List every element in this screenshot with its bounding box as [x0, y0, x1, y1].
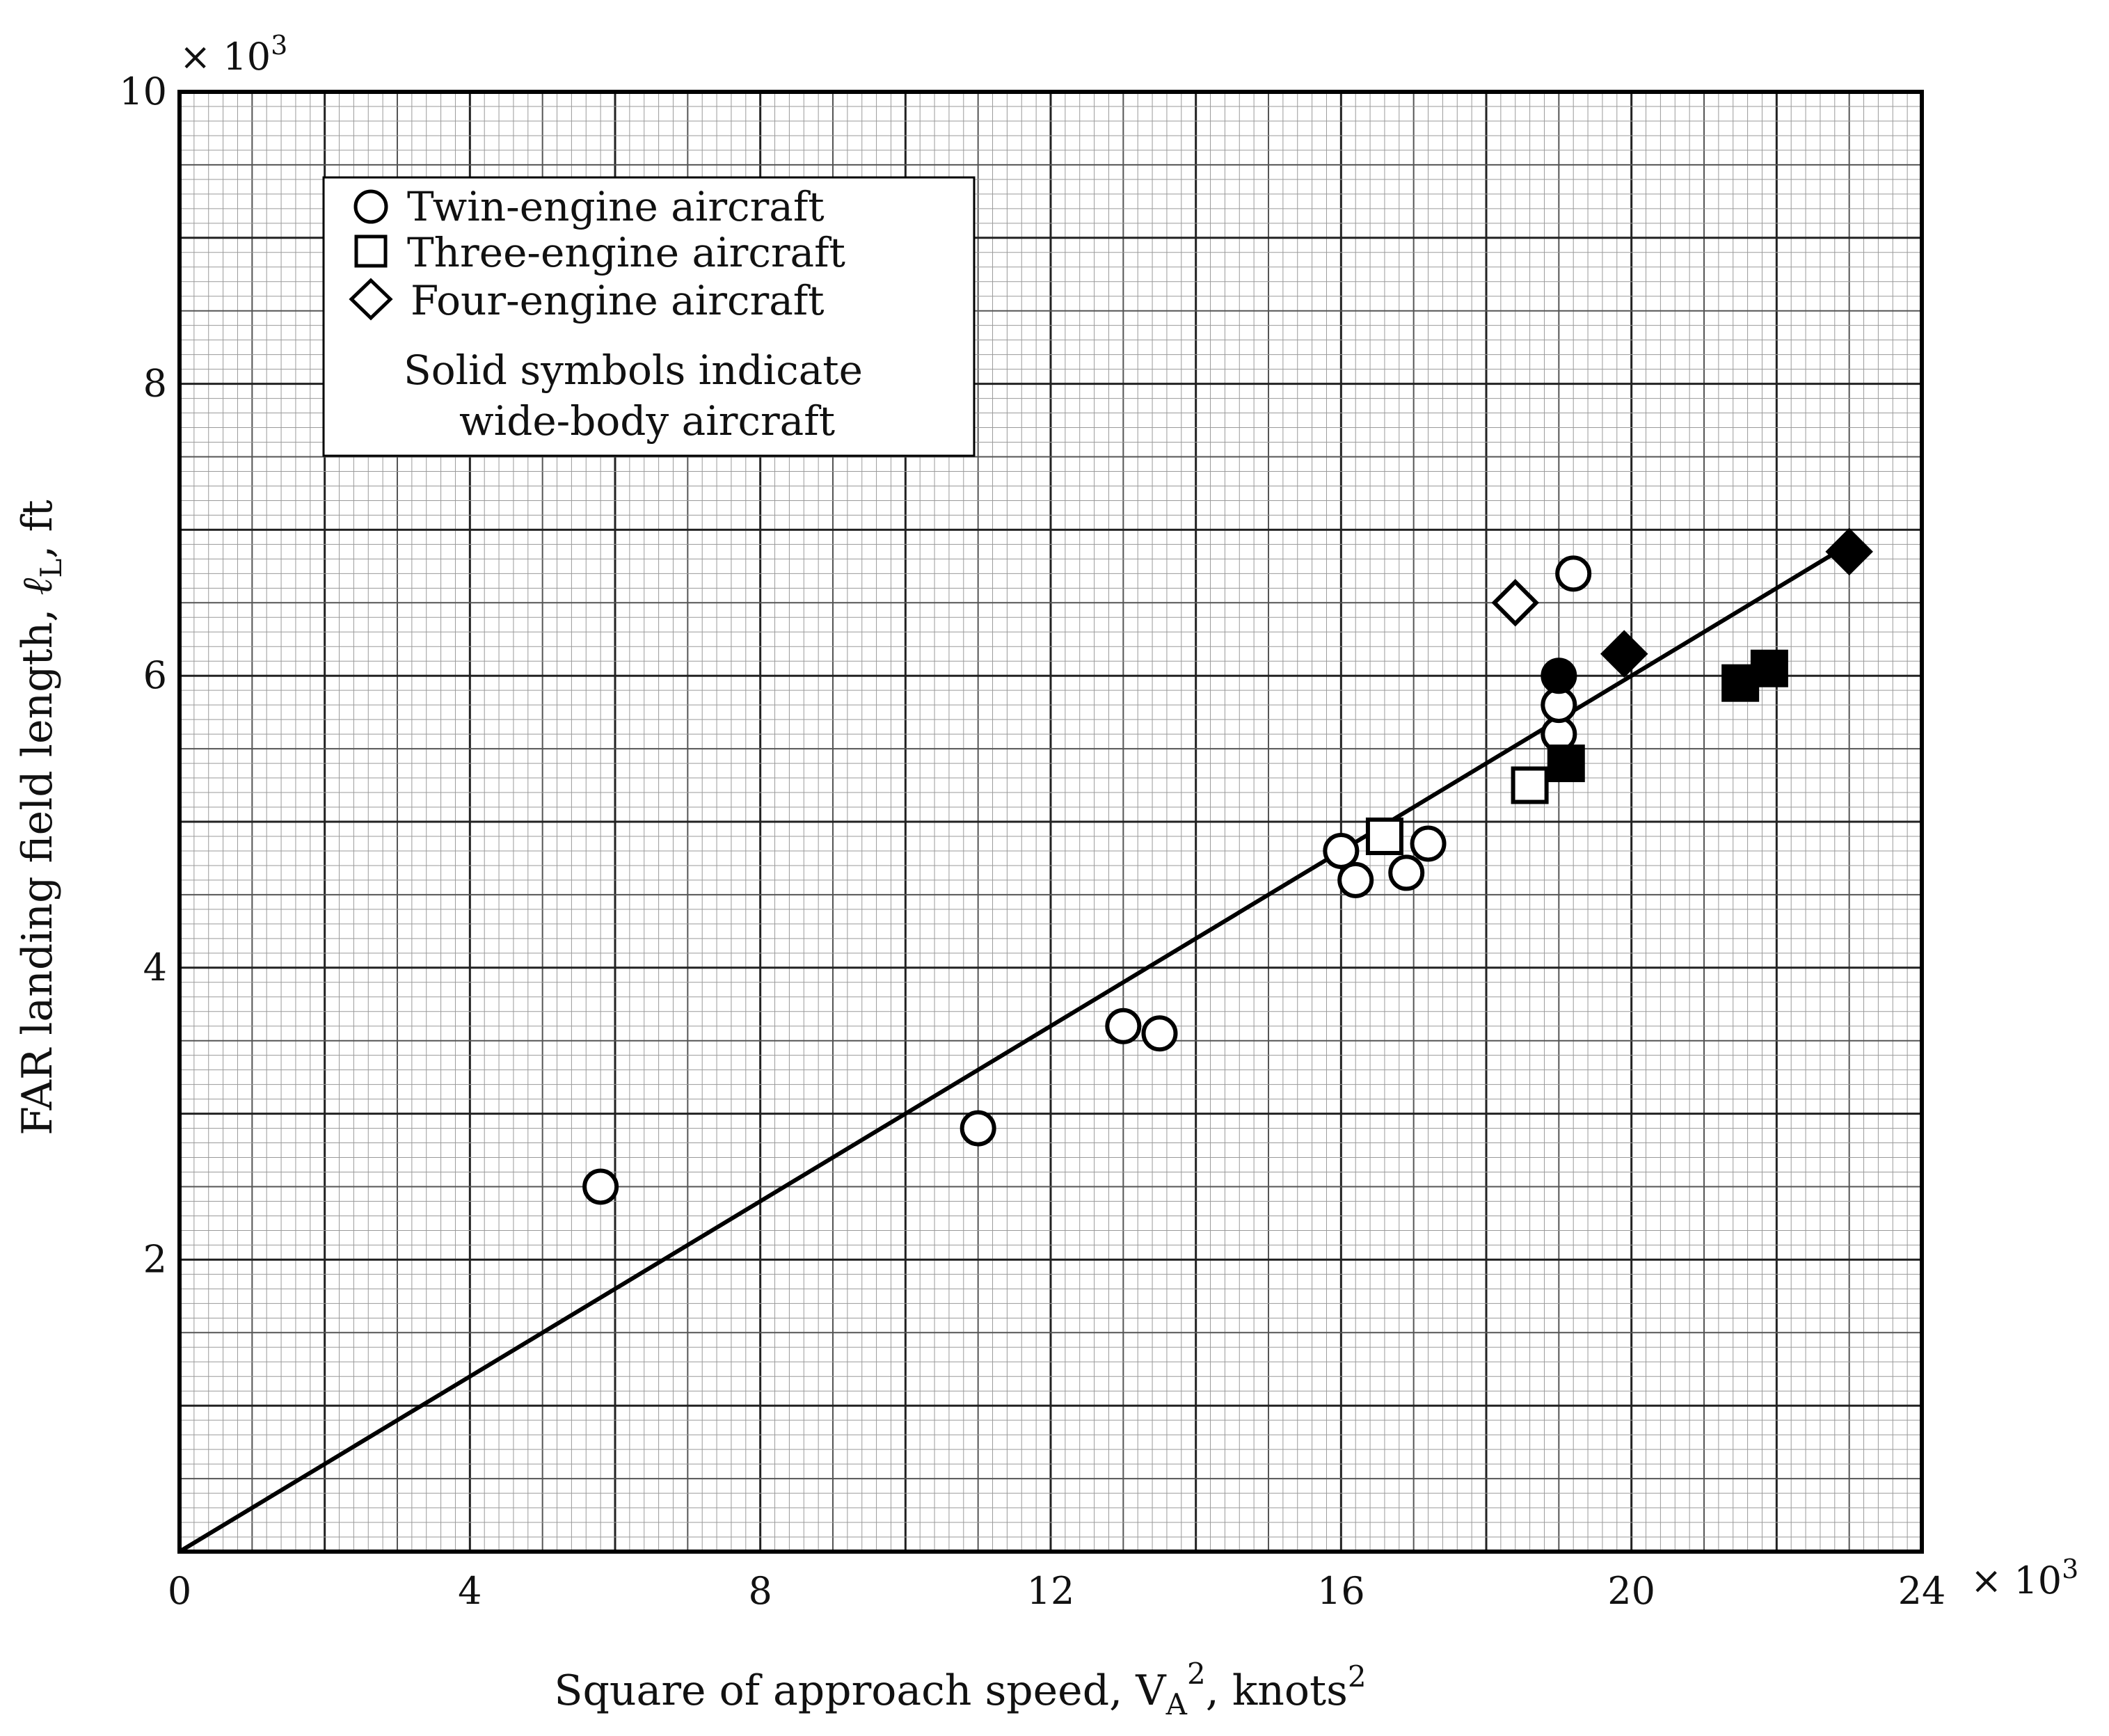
point-square-filled	[1547, 744, 1585, 783]
legend-label-four: Four-engine aircraft	[411, 277, 825, 324]
x-multiplier-base: × 10	[1971, 1559, 2062, 1602]
legend-label-three: Three-engine aircraft	[407, 229, 845, 276]
plot-frame	[177, 90, 1924, 1554]
point-circle	[1555, 555, 1592, 592]
y-multiplier-exp: 3	[271, 30, 287, 61]
x-axis-var-sup: 2	[1187, 1657, 1206, 1691]
x-axis-unit-sup: 2	[1348, 1659, 1367, 1694]
x-axis-label-text: Square of approach speed,	[554, 1666, 1122, 1715]
point-circle	[1141, 1015, 1178, 1052]
point-circle	[1337, 861, 1374, 898]
x-tick-label: 24	[1898, 1569, 1946, 1613]
x-tick-label: 4	[458, 1569, 482, 1613]
data-points	[582, 527, 1873, 1205]
point-circle	[1410, 825, 1447, 862]
y-tick-label: 2	[143, 1237, 167, 1281]
point-square	[1365, 817, 1403, 855]
x-tick-label: 8	[748, 1569, 772, 1613]
y-axis-label-gap	[13, 596, 62, 609]
x-tick-label: 0	[168, 1569, 191, 1613]
x-axis-var: V	[1135, 1666, 1167, 1715]
x-axis-label-gap	[1122, 1666, 1136, 1715]
y-axis-var-sub: L	[34, 559, 68, 578]
x-multiplier: × 103	[1971, 1554, 2078, 1602]
y-axis-unit: , ft	[13, 500, 62, 558]
x-tick-label: 12	[1027, 1569, 1075, 1613]
legend-square-icon	[354, 234, 388, 268]
y-axis-var: ℓ	[13, 578, 62, 596]
point-square-filled	[1750, 649, 1788, 687]
x-tick-label: 16	[1317, 1569, 1365, 1613]
y-tick-label: 8	[143, 362, 167, 406]
point-diamond-filled	[1600, 630, 1648, 678]
y-multiplier-base: × 10	[180, 35, 271, 79]
x-multiplier-exp: 3	[2062, 1554, 2078, 1584]
x-tick-label: 20	[1607, 1569, 1655, 1613]
point-circle	[960, 1110, 996, 1147]
x-axis-unit: , knots	[1206, 1666, 1348, 1715]
point-diamond	[1491, 579, 1539, 627]
y-tick-label: 10	[119, 70, 167, 113]
point-circle	[1388, 854, 1425, 891]
y-tick-labels: 2 4 6 8 10	[119, 70, 167, 1281]
legend-circle-icon	[353, 189, 388, 224]
y-axis-label-text: FAR landing field length,	[13, 609, 62, 1136]
y-tick-label: 4	[143, 946, 167, 989]
x-tick-labels: 0 4 8 12 16 20 24	[168, 1569, 1946, 1613]
point-circle	[582, 1168, 619, 1205]
y-multiplier: × 103	[180, 30, 287, 79]
x-axis-label: Square of approach speed, VA2, knots2	[554, 1657, 1366, 1721]
legend-note-line-2: wide-body aircraft	[459, 397, 835, 445]
point-circle-filled	[1541, 658, 1577, 694]
point-diamond-filled	[1825, 527, 1873, 576]
legend: Twin-engine aircraft Three-engine aircra…	[322, 176, 976, 457]
grid	[178, 90, 1923, 1553]
y-axis-label: FAR landing field length, ℓL, ft	[13, 500, 68, 1136]
legend-box	[322, 176, 976, 457]
point-circle	[1323, 832, 1360, 869]
point-square	[1511, 766, 1549, 804]
point-circle	[1105, 1008, 1142, 1044]
legend-note-line-1: Solid symbols indicate	[404, 347, 863, 394]
legend-diamond-icon	[349, 278, 393, 321]
legend-label-twin: Twin-engine aircraft	[407, 183, 825, 230]
x-axis-var-sub: A	[1165, 1687, 1188, 1721]
y-tick-label: 6	[143, 653, 167, 697]
